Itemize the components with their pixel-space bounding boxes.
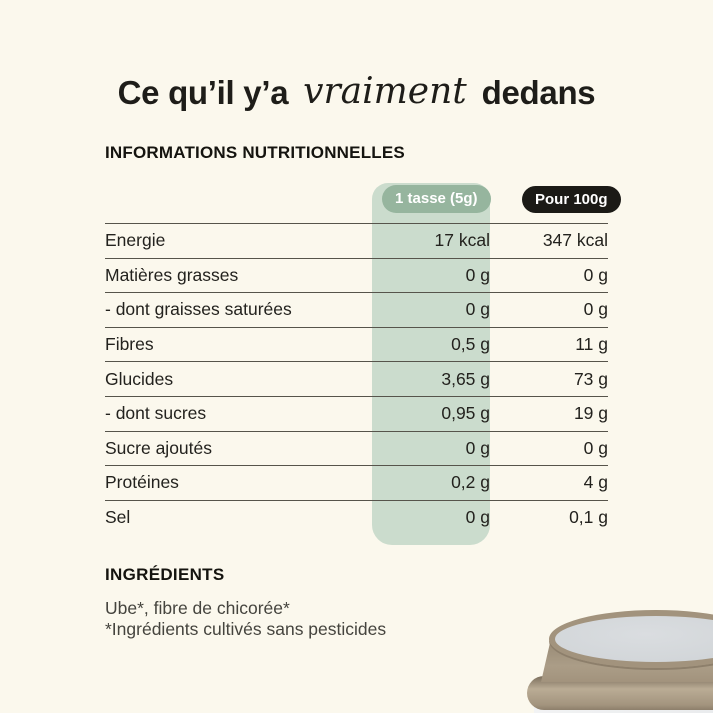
row-per100g-value: 11 g	[575, 334, 608, 355]
row-serving-value: 0,95 g	[441, 403, 490, 424]
row-label: - dont sucres	[105, 403, 207, 424]
row-label: Sucre ajoutés	[105, 437, 213, 458]
row-serving-value: 0 g	[465, 299, 490, 320]
tin-body	[534, 694, 713, 713]
row-label: Protéines	[105, 472, 179, 493]
ingredients-footnote: *Ingrédients cultivés sans pesticides	[105, 619, 387, 639]
table-row: Sucre ajoutés 0 g 0 g	[105, 431, 608, 466]
row-per100g-value: 0,1 g	[569, 507, 608, 528]
table-row: Glucides 3,65 g 73 g	[105, 361, 608, 397]
ingredients-section: INGRÉDIENTS Ube*, fibre de chicorée* *In…	[105, 565, 386, 640]
row-per100g-value: 0 g	[583, 299, 608, 320]
ingredients-heading: INGRÉDIENTS	[105, 565, 225, 584]
page-title: Ce qu’il y’a vraiment dedans	[0, 71, 713, 113]
page-title-script-word: vraiment	[303, 71, 467, 112]
ingredients-list: Ube*, fibre de chicorée*	[105, 598, 290, 618]
row-serving-value: 0,5 g	[451, 334, 490, 355]
table-row: - dont graisses saturées 0 g 0 g	[105, 292, 608, 328]
nutrition-heading: INFORMATIONS NUTRITIONNELLES	[105, 143, 405, 162]
tin-lid-skirt	[541, 642, 713, 682]
row-label: Fibres	[105, 334, 154, 355]
nutrition-table-rows: Energie 17 kcal 347 kcal Matières grasse…	[105, 223, 608, 535]
row-serving-value: 0 g	[465, 264, 490, 285]
row-label: Sel	[105, 507, 131, 528]
row-label: Energie	[105, 230, 166, 251]
row-serving-value: 0 g	[465, 437, 490, 458]
tin-lid-top	[549, 610, 713, 668]
row-per100g-value: 19 g	[573, 403, 608, 424]
serving-column-highlight	[372, 183, 490, 545]
row-serving-value: 17 kcal	[434, 230, 490, 251]
column-header-per100g: Pour 100g	[522, 186, 621, 213]
tin-label-green	[534, 683, 564, 713]
row-label: Matières grasses	[105, 264, 239, 285]
nutrition-table: 1 tasse (5g) Pour 100g Energie 17 kcal 3…	[105, 183, 621, 545]
row-label: Glucides	[105, 368, 174, 389]
table-row: Energie 17 kcal 347 kcal	[105, 223, 608, 259]
row-per100g-value: 0 g	[583, 437, 608, 458]
row-serving-value: 0 g	[465, 507, 490, 528]
row-label: - dont graisses saturées	[105, 299, 292, 320]
row-serving-value: 3,65 g	[441, 368, 490, 389]
row-per100g-value: 0 g	[583, 264, 608, 285]
row-per100g-value: 73 g	[573, 368, 608, 389]
tin-lid-rim	[527, 676, 713, 710]
row-serving-value: 0,2 g	[451, 472, 490, 493]
column-header-serving: 1 tasse (5g)	[382, 185, 491, 213]
table-row: - dont sucres 0,95 g 19 g	[105, 396, 608, 431]
table-row: Sel 0 g 0,1 g	[105, 500, 608, 534]
table-row: Protéines 0,2 g 4 g	[105, 465, 608, 501]
row-per100g-value: 4 g	[583, 472, 608, 493]
table-row: Matières grasses 0 g 0 g	[105, 258, 608, 293]
page-title-part2: dedans	[481, 74, 596, 111]
page-title-part1: Ce qu’il y’a	[117, 74, 289, 111]
table-row: Fibres 0,5 g 11 g	[105, 327, 608, 362]
row-per100g-value: 347 kcal	[542, 230, 608, 251]
